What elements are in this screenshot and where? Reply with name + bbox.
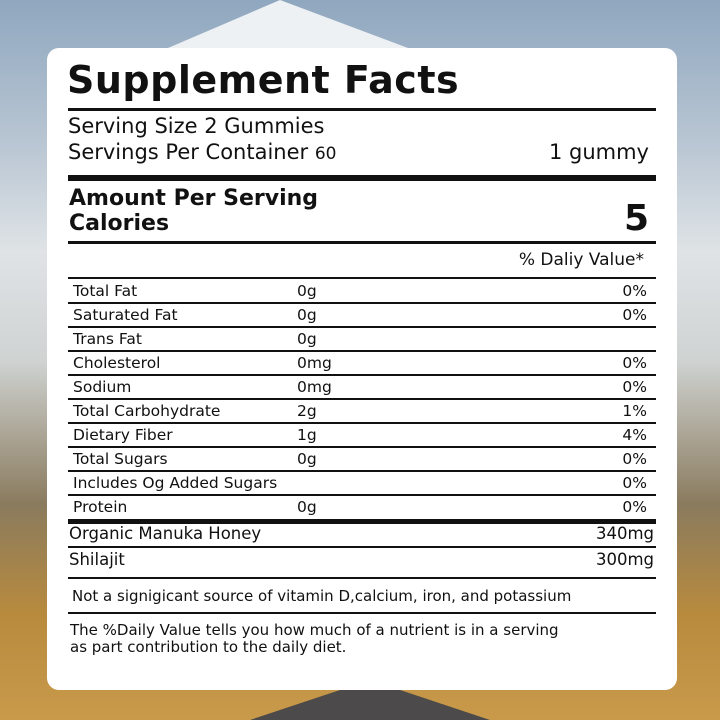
servings-per-container-value: 60: [314, 144, 337, 164]
nutrient-daily-value: 1%: [622, 402, 647, 420]
nutrient-name: Total Sugars: [73, 450, 168, 468]
not-significant-note: Not a signigicant source of vitamin D,ca…: [72, 587, 572, 605]
nutrient-daily-value: 0%: [622, 354, 647, 372]
nutrient-amount: 0g: [297, 330, 317, 348]
nutrient-row: Protein 0g 0%: [68, 495, 656, 519]
nutrient-amount: 1g: [297, 426, 317, 444]
calories-label: Calories: [69, 211, 170, 236]
nutrient-name: Protein: [73, 498, 128, 516]
amount-per-serving: Amount Per Serving: [69, 186, 319, 211]
nutrient-name: Total Carbohydrate: [73, 402, 221, 420]
nutrient-row: Cholesterol 0mg 0%: [68, 351, 656, 375]
divider: [68, 577, 656, 579]
nutrient-row: Includes Og Added Sugars 0%: [68, 471, 656, 495]
nutrient-name: Sodium: [73, 378, 132, 396]
nutrient-name: Includes Og Added Sugars: [73, 474, 278, 492]
nutrient-row: Total Fat 0g 0%: [68, 279, 656, 303]
nutrient-name: Saturated Fat: [73, 306, 178, 324]
nutrient-row: Saturated Fat 0g 0%: [68, 303, 656, 327]
divider: [68, 350, 656, 352]
divider: [68, 241, 656, 244]
nutrient-name: Trans Fat: [73, 330, 142, 348]
nutrient-amount: 0g: [297, 450, 317, 468]
nutrient-daily-value: 0%: [622, 450, 647, 468]
nutrient-row: Dietary Fiber 1g 4%: [68, 423, 656, 447]
supplement-facts-panel: Supplement Facts Serving Size 2 Gummies …: [47, 48, 677, 690]
divider: [68, 494, 656, 496]
ingredient-amount: 340mg: [595, 524, 654, 543]
nutrient-amount: 0mg: [297, 354, 332, 372]
nutrient-daily-value: 0%: [622, 498, 647, 516]
servings-per-container-label: Servings Per Container: [68, 140, 309, 164]
divider: [68, 108, 656, 111]
nutrient-name: Dietary Fiber: [73, 426, 173, 444]
nutrient-amount: 0g: [297, 306, 317, 324]
divider: [68, 302, 656, 304]
nutrient-amount: 2g: [297, 402, 317, 420]
nutrient-amount: 0g: [297, 498, 317, 516]
ingredient-name: Shilajit: [69, 550, 125, 569]
nutrient-daily-value: 0%: [622, 306, 647, 324]
nutrient-row: Total Carbohydrate 2g 1%: [68, 399, 656, 423]
nutrient-daily-value: 0%: [622, 282, 647, 300]
nutrient-daily-value: 0%: [622, 474, 647, 492]
thick-divider: [68, 175, 656, 181]
divider: [68, 374, 656, 376]
nutrient-row: Trans Fat 0g: [68, 327, 656, 351]
nutrient-name: Cholesterol: [73, 354, 161, 372]
nutrient-row: Sodium 0mg 0%: [68, 375, 656, 399]
divider: [68, 277, 656, 279]
nutrient-daily-value: 4%: [622, 426, 647, 444]
nutrient-amount: 0g: [297, 282, 317, 300]
divider: [68, 326, 656, 328]
daily-value-header: % Daliy Value*: [518, 250, 644, 270]
divider: [68, 612, 656, 614]
nutrient-daily-value: 0%: [622, 378, 647, 396]
per-unit: 1 gummy: [548, 140, 649, 164]
calories-value: 5: [623, 198, 649, 239]
label-title: Supplement Facts: [67, 58, 460, 102]
ingredient-amount: 300mg: [595, 550, 654, 569]
servings-per-container: Servings Per Container 60: [68, 140, 337, 164]
footnote-line-2: as part contribution to the daily diet.: [70, 638, 347, 656]
thick-divider: [68, 519, 656, 524]
ingredient-name: Organic Manuka Honey: [69, 524, 262, 543]
nutrient-row: Total Sugars 0g 0%: [68, 447, 656, 471]
divider: [68, 546, 656, 548]
footnote-line-1: The %Daily Value tells you how much of a…: [70, 621, 559, 639]
divider: [68, 470, 656, 472]
divider: [68, 422, 656, 424]
nutrient-amount: 0mg: [297, 378, 332, 396]
divider: [68, 398, 656, 400]
divider: [68, 446, 656, 448]
serving-size: Serving Size 2 Gummies: [68, 114, 325, 138]
nutrient-name: Total Fat: [73, 282, 138, 300]
